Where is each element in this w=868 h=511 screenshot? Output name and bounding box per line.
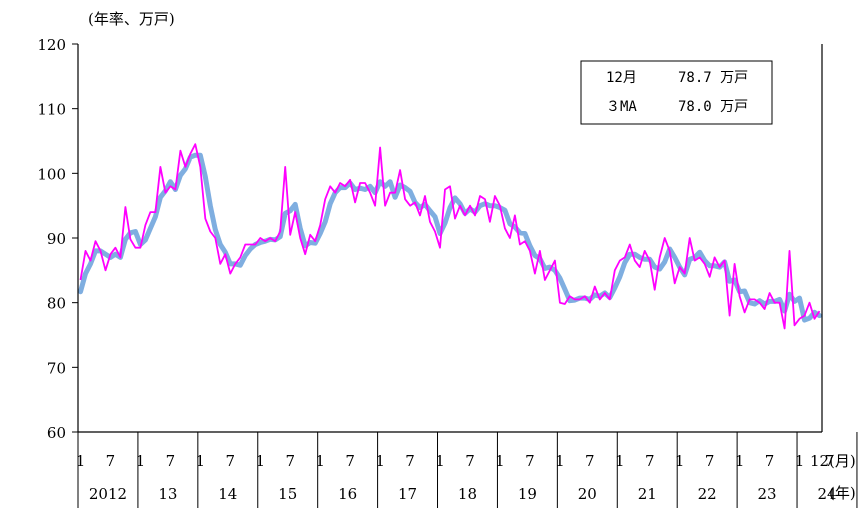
month-tick-label: 1 xyxy=(615,452,625,470)
year-label: 21 xyxy=(638,485,657,503)
month-tick-label: 7 xyxy=(226,452,236,470)
x-axis-unit-month: (月) xyxy=(829,452,856,470)
year-label: 13 xyxy=(158,485,177,503)
year-label: 14 xyxy=(218,485,237,503)
month-tick-label: 7 xyxy=(705,452,715,470)
month-tick-label: 1 xyxy=(735,452,745,470)
month-tick-label: 7 xyxy=(585,452,595,470)
x-axis-ticks: 2012 13 14 15 16 17 18 19 20 21 22 23 241 7 1 7 1 7 1 7 1 7 1 7… xyxy=(76,432,858,508)
series-line-3ma xyxy=(78,152,822,323)
month-tick-label: 1 xyxy=(136,452,146,470)
month-tick-label: 1 xyxy=(495,452,505,470)
month-tick-label: 7 xyxy=(525,452,535,470)
month-tick-label: 1 xyxy=(375,452,385,470)
year-label: 15 xyxy=(278,485,297,503)
month-tick-label: 7 xyxy=(645,452,655,470)
legend-box: 12月 78.7 万戸 ３MA 78.0 万戸 xyxy=(580,60,773,125)
year-label: 18 xyxy=(458,485,477,503)
y-tick-label: 110 xyxy=(37,101,66,119)
year-label: 19 xyxy=(518,485,537,503)
month-tick-label: 1 xyxy=(795,452,805,470)
month-tick-label: 7 xyxy=(106,452,116,470)
y-tick-label: 100 xyxy=(37,165,66,183)
y-tick-label: 70 xyxy=(47,359,66,377)
month-tick-label: 1 xyxy=(675,452,685,470)
y-tick-label: 80 xyxy=(47,295,66,313)
year-label: 23 xyxy=(758,485,777,503)
legend-row1-label: 12月 xyxy=(606,70,637,86)
month-tick-label: 7 xyxy=(825,452,835,470)
y-tick-label: 90 xyxy=(47,230,66,248)
y-axis-ticks: 60 70 80 90 100 110 120 xyxy=(37,36,78,442)
y-axis-unit-label: (年率、万戸) xyxy=(88,10,175,28)
month-tick-label: 7 xyxy=(405,452,415,470)
legend-border xyxy=(580,60,773,125)
year-label: 2012 xyxy=(89,485,127,503)
month-tick-label: 1 xyxy=(315,452,325,470)
x-axis-unit-year: (年) xyxy=(829,484,856,502)
month-tick-label: 1 xyxy=(196,452,206,470)
year-label: 24 xyxy=(817,485,836,503)
year-label: 17 xyxy=(398,485,417,503)
month-tick-label: 7 xyxy=(345,452,355,470)
legend-row2-value: 78.0 万戸 xyxy=(678,99,748,115)
year-label: 20 xyxy=(578,485,597,503)
y-tick-label: 120 xyxy=(37,36,66,54)
series-line-monthly xyxy=(79,143,821,330)
month-tick-label: 12 xyxy=(810,452,829,470)
plot-frame xyxy=(77,44,823,433)
month-tick-label: 7 xyxy=(765,452,775,470)
year-label: 16 xyxy=(338,485,357,503)
legend-row2-label: ３MA xyxy=(606,99,637,115)
month-tick-label: 1 xyxy=(555,452,565,470)
month-tick-label: 1 xyxy=(76,452,86,470)
month-tick-label: 7 xyxy=(166,452,176,470)
year-label: 22 xyxy=(698,485,717,503)
month-tick-label: 1 xyxy=(255,452,265,470)
month-tick-label: 7 xyxy=(465,452,475,470)
month-tick-label: 7 xyxy=(285,452,295,470)
legend-row1-value: 78.7 万戸 xyxy=(678,70,748,86)
y-tick-label: 60 xyxy=(47,424,66,442)
month-tick-label: 1 xyxy=(435,452,445,470)
